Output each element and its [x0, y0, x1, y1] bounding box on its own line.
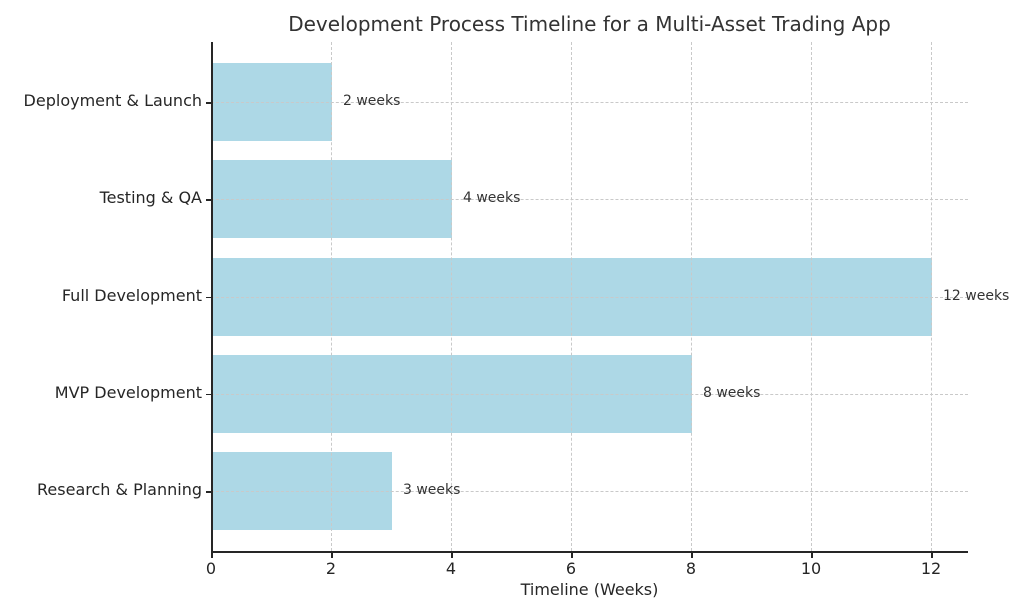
chart-title: Development Process Timeline for a Multi…	[288, 12, 891, 36]
x-tick-mark	[811, 553, 813, 558]
x-tick-label: 8	[685, 559, 697, 578]
y-tick-label: Testing & QA	[99, 188, 202, 208]
gridline-vertical	[451, 42, 452, 551]
y-tick-mark	[206, 296, 211, 298]
x-tick-mark	[211, 553, 213, 558]
x-tick-mark	[571, 553, 573, 558]
y-tick-mark	[206, 491, 211, 493]
y-tick-mark	[206, 102, 211, 104]
x-tick-label: 2	[325, 559, 337, 578]
y-tick-mark	[206, 393, 211, 396]
x-tick-mark	[451, 553, 453, 558]
bar-value-label: 12 weeks	[943, 287, 1010, 304]
gridline-horizontal	[211, 102, 968, 103]
bar-value-label: 3 weeks	[403, 482, 461, 498]
bar-value-label: 4 weeks	[463, 190, 521, 207]
y-tick-label: Full Development	[61, 285, 202, 305]
x-tick-label: 12	[920, 559, 942, 578]
gridline-horizontal	[211, 199, 968, 201]
gridline-vertical	[811, 42, 812, 551]
gridline-vertical	[691, 42, 692, 551]
x-tick-label: 0	[205, 559, 217, 578]
gridline-vertical	[931, 42, 932, 551]
y-axis-spine	[211, 42, 213, 551]
y-tick-label: MVP Development	[54, 382, 202, 402]
bar-value-label: 8 weeks	[703, 384, 761, 401]
y-tick-mark	[206, 199, 211, 201]
x-tick-mark	[931, 553, 933, 558]
y-tick-label: Research & Planning	[37, 480, 202, 499]
x-axis-label: Timeline (Weeks)	[520, 580, 659, 599]
gridline-horizontal	[211, 296, 968, 298]
gridline-horizontal	[211, 491, 968, 492]
x-tick-mark	[331, 553, 333, 558]
x-tick-label: 6	[565, 559, 577, 578]
x-tick-label: 10	[800, 559, 822, 578]
x-tick-label: 4	[445, 559, 457, 578]
x-tick-mark	[691, 553, 693, 558]
y-tick-label: Deployment & Launch	[23, 91, 202, 110]
gridline-horizontal	[211, 393, 968, 395]
gridline-vertical	[331, 42, 332, 551]
x-axis-spine	[211, 551, 968, 553]
bar-value-label: 2 weeks	[343, 93, 401, 109]
gridline-vertical	[571, 42, 572, 551]
